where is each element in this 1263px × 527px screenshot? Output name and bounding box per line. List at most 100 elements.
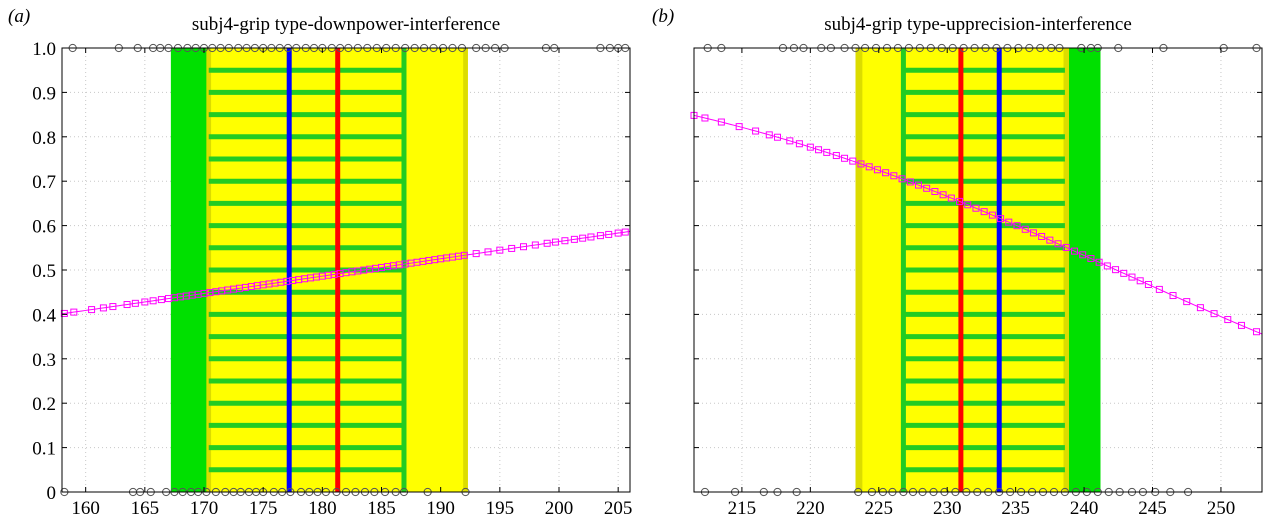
fit-marker	[972, 204, 980, 212]
fit-marker	[496, 246, 504, 254]
fit-marker	[157, 296, 165, 304]
fit-marker	[890, 172, 898, 180]
interval-band	[170, 48, 209, 492]
fit-marker	[923, 184, 931, 192]
x-tick-label: 170	[190, 498, 219, 519]
fit-marker	[939, 191, 947, 199]
fit-marker	[1144, 280, 1152, 288]
x-tick-label: 175	[249, 498, 278, 519]
fit-marker	[543, 239, 551, 247]
x-tick-label: 235	[1001, 498, 1030, 519]
fit-marker	[1070, 247, 1078, 255]
x-tick-label: 250	[1207, 498, 1236, 519]
x-tick-label: 190	[426, 498, 455, 519]
fit-marker	[99, 304, 107, 312]
fit-marker	[841, 154, 849, 162]
fit-marker	[1005, 218, 1013, 226]
fit-marker	[1112, 266, 1120, 274]
x-tick-label: 215	[728, 498, 757, 519]
fit-marker	[1128, 273, 1136, 281]
y-tick-label: 0	[47, 483, 57, 504]
fit-marker	[795, 140, 803, 148]
x-tick-label: 165	[131, 498, 160, 519]
fit-marker	[1046, 236, 1054, 244]
fit-marker	[561, 237, 569, 245]
fit-marker	[551, 238, 559, 246]
y-tick-label: 0.5	[32, 261, 56, 282]
fit-marker	[60, 309, 68, 317]
x-tick-label: 185	[367, 498, 396, 519]
fit-marker	[579, 234, 587, 242]
interval-band	[463, 48, 468, 492]
fit-marker	[123, 301, 131, 309]
fit-marker	[1120, 269, 1128, 277]
fit-marker	[508, 244, 516, 252]
fit-marker	[1013, 222, 1021, 230]
x-tick-label: 180	[308, 498, 337, 519]
x-tick-label: 225	[865, 498, 894, 519]
fit-marker	[520, 243, 527, 251]
fit-marker	[141, 298, 149, 306]
fit-marker	[1062, 243, 1070, 251]
fit-marker	[947, 194, 955, 202]
fit-marker	[1079, 251, 1087, 259]
interval-band	[1067, 48, 1101, 492]
fit-marker	[1253, 328, 1261, 336]
y-tick-label: 0.2	[32, 394, 56, 415]
fit-marker	[914, 181, 922, 189]
fit-marker	[1029, 229, 1037, 237]
fit-marker	[882, 169, 890, 177]
fit-marker	[735, 123, 743, 131]
y-tick-label: 0.3	[32, 350, 56, 371]
fit-marker	[587, 233, 595, 241]
fit-marker	[1095, 258, 1103, 266]
fit-marker	[1103, 262, 1111, 270]
chart-title: subj4-grip type-upprecision-interference	[824, 14, 1132, 35]
fit-marker	[997, 215, 1005, 223]
fit-marker	[605, 230, 613, 238]
fit-marker	[964, 201, 972, 209]
fit-marker	[531, 241, 539, 249]
fit-marker	[701, 114, 709, 122]
fit-marker	[988, 211, 996, 219]
fit-marker	[1087, 255, 1095, 263]
fit-marker	[1136, 277, 1144, 285]
fit-marker	[906, 178, 914, 186]
y-tick-label: 0.4	[32, 305, 56, 326]
fit-marker	[70, 308, 78, 316]
y-tick-label: 0.1	[32, 439, 56, 460]
fit-marker	[1210, 310, 1218, 318]
x-tick-label: 240	[1070, 498, 1099, 519]
panel-label: (a)	[8, 6, 30, 27]
fit-marker	[621, 228, 629, 236]
fit-marker	[786, 137, 794, 145]
fit-marker	[109, 303, 117, 311]
fit-marker	[1155, 285, 1163, 293]
fit-marker	[823, 148, 831, 156]
x-tick-label: 245	[1138, 498, 1167, 519]
fit-marker	[865, 163, 873, 171]
fit-marker	[149, 297, 157, 305]
panel-a: 160 165 170 175 180 185 190 195 200 205 0 0.1 0.2 0.3…	[8, 6, 632, 519]
fit-marker	[898, 175, 906, 183]
y-tick-label: 0.8	[32, 128, 56, 149]
fit-marker	[88, 306, 96, 314]
fit-marker	[806, 143, 814, 151]
fit-marker	[1183, 298, 1191, 306]
chart-title: subj4-grip type-downpower-interference	[192, 14, 500, 35]
fit-marker	[773, 133, 781, 141]
fit-curve	[693, 114, 1263, 335]
fit-marker	[1224, 316, 1232, 324]
fit-marker	[1196, 304, 1204, 312]
fit-marker	[131, 299, 139, 307]
fit-marker	[931, 187, 939, 195]
fit-curve	[61, 230, 631, 315]
x-tick-label: 200	[545, 498, 574, 519]
x-tick-label: 230	[933, 498, 962, 519]
fit-marker	[1169, 292, 1177, 300]
fit-marker	[717, 118, 725, 126]
fit-marker	[472, 250, 480, 258]
x-tick-label: 220	[796, 498, 825, 519]
